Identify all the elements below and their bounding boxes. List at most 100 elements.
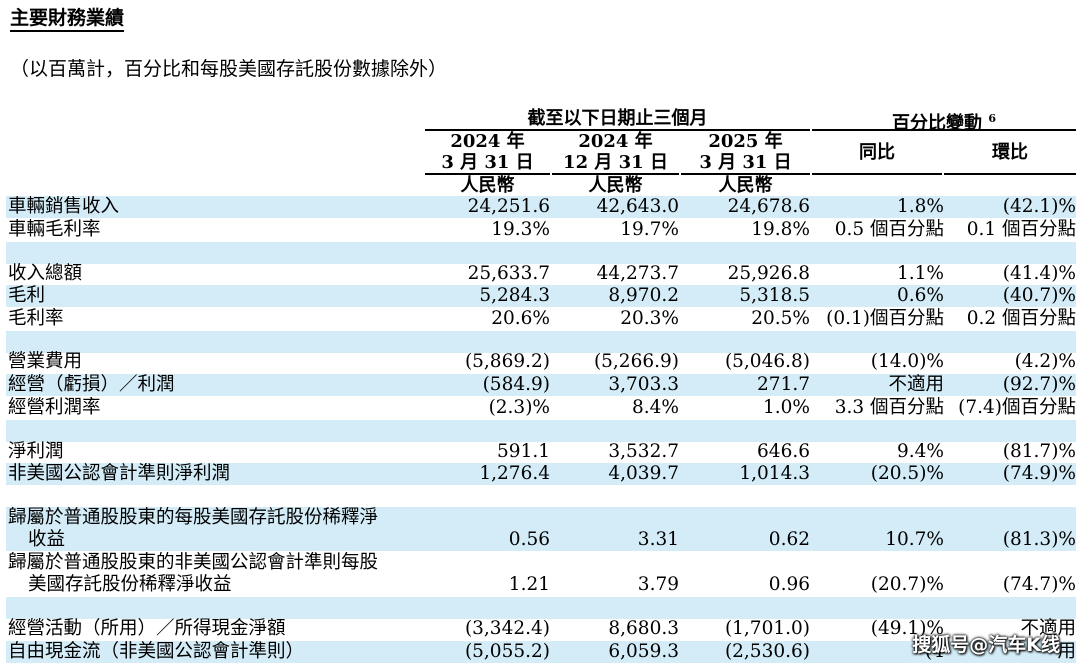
cell-yoy: 10.7% bbox=[885, 529, 944, 550]
cell-qoq: 用 bbox=[1057, 641, 1076, 662]
col-header-1-year: 2024 年 bbox=[450, 131, 525, 152]
cell-value: 0.56 bbox=[508, 529, 550, 550]
cell-value: 3,703.3 bbox=[608, 374, 679, 395]
cell-qoq: (4.2)% bbox=[1014, 351, 1076, 372]
cell-value: 19.7% bbox=[620, 219, 679, 240]
cell-qoq: (81.7)% bbox=[1002, 441, 1076, 462]
page-subtitle: （以百萬計，百分比和每股美國存託股份數據除外） bbox=[10, 58, 448, 80]
row-label: 車輛毛利率 bbox=[8, 219, 101, 240]
row-label: 經營活動（所用）／所得現金淨額 bbox=[8, 618, 286, 639]
header-group-period-label: 截至以下日期止三個月 bbox=[527, 108, 708, 129]
row-label: 毛利 bbox=[8, 285, 46, 306]
cell-value: 591.1 bbox=[497, 441, 550, 462]
col-header-1-date: 3 月 31 日 bbox=[441, 152, 534, 173]
row-label: 營業費用 bbox=[8, 351, 83, 372]
row-label-line2: 美國存託股份稀釋淨收益 bbox=[28, 574, 232, 595]
cell-value: 44,273.7 bbox=[596, 263, 679, 284]
row-label-line1: 歸屬於普通股股東的每股美國存託股份稀釋淨 bbox=[8, 507, 379, 528]
cell-qoq: (81.3)% bbox=[1002, 529, 1076, 550]
cell-value: 5,318.5 bbox=[739, 285, 810, 306]
cell-yoy: 1.8% bbox=[897, 196, 944, 217]
cell-value: (2.3)% bbox=[488, 397, 550, 418]
col-header-2: 2024 年 12 月 31 日 bbox=[552, 131, 679, 173]
currency-2: 人民幣 bbox=[588, 175, 643, 196]
row-label-line2: 收益 bbox=[28, 529, 66, 550]
cell-qoq: (74.9)% bbox=[1002, 463, 1076, 484]
cell-value: 4,039.7 bbox=[608, 463, 679, 484]
table-row: 毛利 5,284.3 8,970.2 5,318.5 0.6% (40.7)% bbox=[6, 285, 1076, 307]
spacer-row bbox=[6, 420, 1076, 442]
cell-value: 0.62 bbox=[768, 529, 810, 550]
table-row: 淨利潤 591.1 3,532.7 646.6 9.4% (81.7)% bbox=[6, 441, 1076, 463]
cell-value: 3.31 bbox=[637, 529, 679, 550]
col-header-3-date: 3 月 31 日 bbox=[699, 152, 792, 173]
cell-value: 8.4% bbox=[632, 397, 679, 418]
col-rule-5 bbox=[944, 173, 1076, 175]
cell-value: (5,266.9) bbox=[593, 351, 679, 372]
cell-yoy: (4 bbox=[925, 641, 944, 662]
cell-value: (5,869.2) bbox=[464, 351, 550, 372]
cell-qoq: 不適用 bbox=[1020, 618, 1076, 639]
cell-value: 1,276.4 bbox=[479, 463, 550, 484]
cell-value: 1,014.3 bbox=[739, 463, 810, 484]
cell-value: 3.79 bbox=[637, 574, 679, 595]
col-header-1: 2024 年 3 月 31 日 bbox=[425, 131, 550, 173]
header-group-change: 百分比變動 6 bbox=[812, 108, 1076, 134]
cell-value: 19.8% bbox=[751, 219, 810, 240]
cell-value: (584.9) bbox=[482, 374, 550, 395]
row-label: 車輛銷售收入 bbox=[8, 196, 120, 217]
row-label: 收入總額 bbox=[8, 263, 83, 284]
header-group-change-label: 百分比變動 bbox=[892, 113, 983, 134]
col-header-qoq: 環比 bbox=[992, 142, 1028, 163]
header-group-change-note: 6 bbox=[988, 112, 996, 125]
col-header-3-year: 2025 年 bbox=[708, 131, 783, 152]
cell-yoy: 不適用 bbox=[888, 374, 944, 395]
col-rule-3 bbox=[681, 173, 810, 175]
col-rule-2 bbox=[552, 173, 679, 175]
col-header-yoy: 同比 bbox=[859, 142, 895, 163]
cell-value: 646.6 bbox=[757, 441, 810, 462]
cell-qoq: (92.7)% bbox=[1002, 374, 1076, 395]
page-title: 主要財務業績 bbox=[10, 6, 125, 32]
cell-value: 24,251.6 bbox=[467, 196, 550, 217]
watermark: 搜狐号@汽车K线 bbox=[912, 634, 1060, 656]
cell-value: 20.3% bbox=[620, 308, 679, 329]
table-row: 毛利率 20.6% 20.3% 20.5% (0.1)個百分點 0.2 個百分點 bbox=[6, 308, 1076, 330]
currency-3: 人民幣 bbox=[718, 175, 773, 196]
table-row: 經營利潤率 (2.3)% 8.4% 1.0% 3.3 個百分點 (7.4)個百分… bbox=[6, 397, 1076, 419]
cell-qoq: (74.7)% bbox=[1002, 574, 1076, 595]
header-group-period-rule bbox=[425, 129, 810, 131]
cell-value: 271.7 bbox=[757, 374, 810, 395]
table-row: 車輛銷售收入 24,251.6 42,643.0 24,678.6 1.8% (… bbox=[6, 196, 1076, 218]
cell-value: 25,633.7 bbox=[467, 263, 550, 284]
spacer-row bbox=[6, 597, 1076, 619]
header-group-change-rule bbox=[812, 129, 1076, 131]
row-label: 經營利潤率 bbox=[8, 397, 101, 418]
cell-value: 0.96 bbox=[768, 574, 810, 595]
cell-value: 1.0% bbox=[763, 397, 810, 418]
col-rule-1 bbox=[425, 173, 550, 175]
cell-qoq: (40.7)% bbox=[1002, 285, 1076, 306]
row-label: 毛利率 bbox=[8, 308, 64, 329]
spacer-row bbox=[6, 242, 1076, 264]
currency-1: 人民幣 bbox=[460, 175, 515, 196]
cell-yoy: 0.5 個百分點 bbox=[834, 219, 944, 240]
table-row: 營業費用 (5,869.2) (5,266.9) (5,046.8) (14.0… bbox=[6, 351, 1076, 373]
cell-qoq: (42.1)% bbox=[1002, 196, 1076, 217]
table-row: 非美國公認會計準則淨利潤 1,276.4 4,039.7 1,014.3 (20… bbox=[6, 463, 1076, 485]
row-label-line1: 歸屬於普通股股東的非美國公認會計準則每股 bbox=[8, 552, 379, 573]
table-row-multiline: 歸屬於普通股股東的每股美國存託股份稀釋淨 收益 0.56 3.31 0.62 1… bbox=[6, 507, 1076, 551]
col-rule-4 bbox=[812, 173, 942, 175]
spacer-row bbox=[6, 331, 1076, 353]
table-row: 經營活動（所用）／所得現金淨額 (3,342.4) 8,680.3 (1,701… bbox=[6, 618, 1076, 640]
cell-yoy: 3.3 個百分點 bbox=[834, 397, 944, 418]
cell-value: 25,926.8 bbox=[727, 263, 810, 284]
table-row: 收入總額 25,633.7 44,273.7 25,926.8 1.1% (41… bbox=[6, 263, 1076, 285]
cell-value: 5,284.3 bbox=[479, 285, 550, 306]
cell-value: (3,342.4) bbox=[464, 618, 550, 639]
cell-yoy: 0.6% bbox=[897, 285, 944, 306]
cell-value: (5,055.2) bbox=[464, 641, 550, 662]
cell-qoq: (41.4)% bbox=[1002, 263, 1076, 284]
cell-qoq: 0.2 個百分點 bbox=[966, 308, 1076, 329]
cell-value: 42,643.0 bbox=[596, 196, 679, 217]
